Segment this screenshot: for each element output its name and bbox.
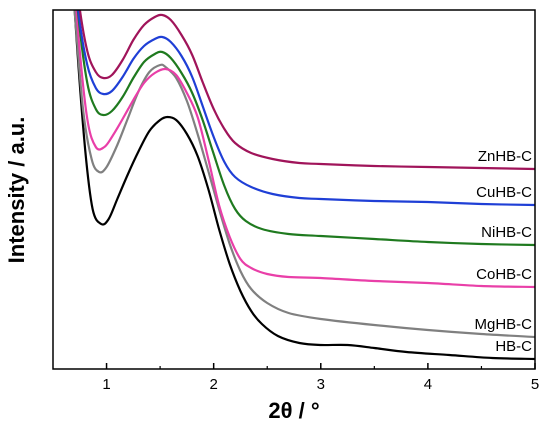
series-line-hb-c <box>73 10 535 361</box>
x-tick-label: 3 <box>317 376 325 393</box>
plot-frame <box>52 9 536 370</box>
x-axis-title: 2θ / ° <box>268 398 319 423</box>
series-line-mghb-c <box>73 10 535 339</box>
x-ticks: 1 2 3 4 5 <box>102 363 539 393</box>
x-tick-label: 5 <box>531 376 539 393</box>
series-label-hb-c: HB-C <box>495 338 532 355</box>
series-line-cuhb-c <box>77 10 535 207</box>
series-line-nihb-c <box>76 10 535 247</box>
x-tick-label: 1 <box>102 376 110 393</box>
series-label-cuhb-c: CuHB-C <box>476 184 532 201</box>
series-label-mghb-c: MgHB-C <box>474 316 532 333</box>
series-label-nihb-c: NiHB-C <box>481 224 532 241</box>
x-tick-label: 2 <box>209 376 217 393</box>
y-axis-title: Intensity / a.u. <box>4 117 29 264</box>
series-label-cohb-c: CoHB-C <box>476 266 532 283</box>
series-labels: HB-C MgHB-C CoHB-C NiHB-C CuHB-C ZnHB-C <box>474 148 532 355</box>
x-tick-label: 4 <box>424 376 432 393</box>
series-label-znhb-c: ZnHB-C <box>478 148 532 165</box>
series-line-znhb-c <box>78 10 535 171</box>
series-line-cohb-c <box>75 10 535 289</box>
series-layer <box>73 10 535 361</box>
